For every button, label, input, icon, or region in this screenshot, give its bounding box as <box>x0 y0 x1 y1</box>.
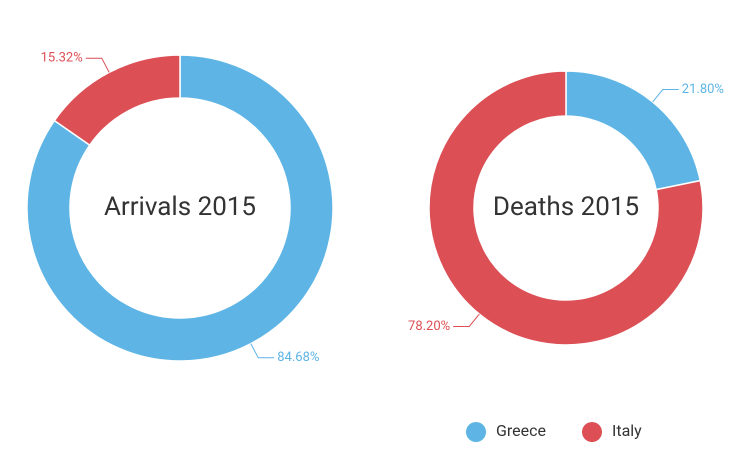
legend-marker <box>582 422 602 442</box>
legend-label: Greece <box>496 421 546 440</box>
value-label: 78.20% <box>408 319 450 334</box>
value-label: 21.80% <box>682 82 724 97</box>
donut-slice <box>428 70 704 346</box>
chart-title: Deaths 2015 <box>493 192 639 222</box>
donut-slice <box>565 70 702 191</box>
value-label: 15.32% <box>41 51 83 66</box>
legend-label: Italy <box>612 421 642 440</box>
chart-title: Arrivals 2015 <box>104 192 256 222</box>
legend-marker <box>466 422 486 442</box>
donut-slice <box>26 54 334 362</box>
leader-line <box>453 313 480 327</box>
leader-line <box>85 57 110 73</box>
leader-line <box>250 343 275 359</box>
leader-line <box>652 89 679 103</box>
donut-slice <box>53 54 181 147</box>
value-label: 84.68% <box>277 350 319 365</box>
